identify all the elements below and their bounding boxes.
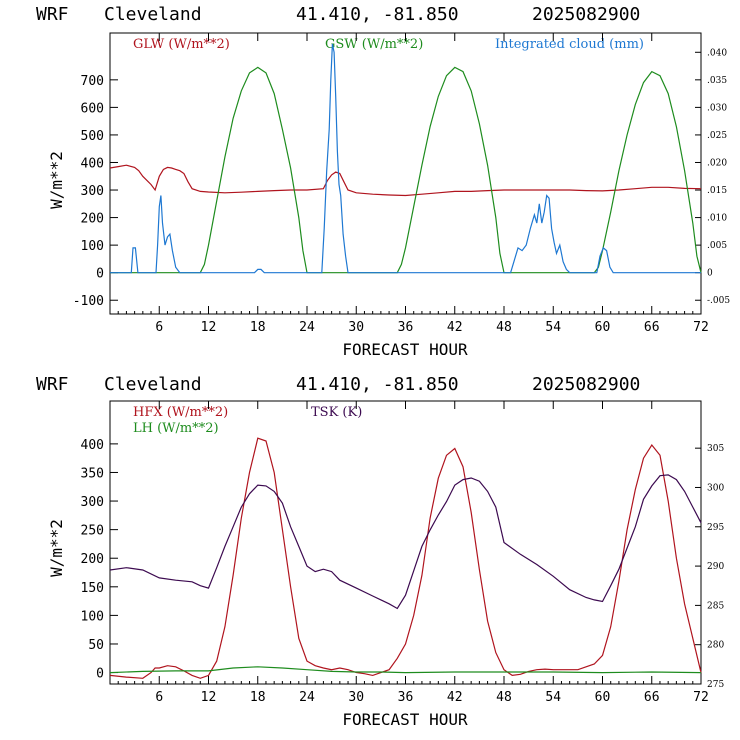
y-tick-label: 300 [81, 184, 104, 199]
x-tick-label: 60 [595, 690, 611, 705]
legend-glw: GLW (W/m**2) [133, 37, 230, 52]
y-tick-label: 200 [81, 212, 104, 227]
series-line-0 [109, 437, 702, 679]
y-tick-label: 150 [81, 581, 104, 596]
y2-tick-label: 275 [707, 680, 724, 690]
y2-tick-label: 290 [707, 562, 724, 572]
y-tick-label: 200 [81, 552, 104, 567]
series-line-1 [110, 66, 702, 274]
header-station: Cleveland [104, 374, 202, 395]
x-axis: 6 12 18 24 30 36 42 48 54 60 66 72 [117, 401, 709, 705]
legend-hfx: HFX (W/m**2) [133, 405, 228, 420]
x-tick-label: 48 [496, 690, 512, 705]
y-tick-label: 700 [81, 74, 104, 89]
y-axis-right: 275 280 285 290 295 300 305 [695, 444, 724, 690]
y-axis-right: -.005 0 .005 .010 .015 .020 .025 .030 .035 .040 [695, 48, 730, 306]
y-tick-label: 100 [81, 609, 104, 624]
x-tick-label: 54 [545, 320, 561, 335]
x-axis: 6 12 18 24 30 36 42 48 54 60 66 72 [117, 33, 709, 335]
y2-tick-label: .020 [707, 158, 727, 168]
y-axis-label: W/m**2 [47, 151, 66, 209]
y2-tick-label: .035 [707, 76, 727, 86]
x-tick-label: 42 [447, 690, 463, 705]
x-tick-label: 36 [398, 320, 414, 335]
x-tick-label: 66 [644, 320, 660, 335]
x-tick-label: 54 [545, 690, 561, 705]
y2-tick-label: 0 [707, 269, 713, 279]
x-tick-label: 30 [348, 690, 364, 705]
x-tick-label: 12 [201, 320, 217, 335]
radiation-cloud-chart: WRF Cleveland 41.410, -81.850 2025082900… [36, 4, 730, 359]
legend-lh: LH (W/m**2) [133, 421, 219, 436]
flux-skin-temperature-chart: WRF Cleveland 41.410, -81.850 2025082900… [36, 374, 724, 729]
series-line-1 [109, 666, 702, 674]
header-model: WRF [36, 4, 69, 25]
x-axis-label: FORECAST HOUR [342, 340, 468, 359]
series-group [109, 43, 702, 274]
x-tick-label: 24 [299, 690, 315, 705]
y2-tick-label: -.005 [707, 296, 730, 306]
x-tick-label: 66 [644, 690, 660, 705]
x-tick-label: 6 [155, 320, 163, 335]
x-tick-label: 30 [348, 320, 364, 335]
x-tick-label: 18 [250, 320, 266, 335]
y-axis-left: 0 50 100 150 200 250 300 350 400 [81, 438, 118, 682]
series-group [109, 437, 702, 679]
plot-frame [109, 400, 702, 685]
x-tick-label: 72 [693, 320, 709, 335]
y2-tick-label: .025 [707, 131, 727, 141]
y2-tick-label: .010 [707, 214, 727, 224]
legend-tsk: TSK (K) [311, 405, 362, 420]
y2-tick-label: 285 [707, 601, 724, 611]
y-tick-label: 0 [96, 667, 104, 682]
y-axis-label: W/m**2 [47, 519, 66, 577]
header-init: 2025082900 [532, 374, 640, 395]
series-line-2 [109, 474, 702, 610]
x-tick-label: 6 [155, 690, 163, 705]
y-tick-label: 100 [81, 239, 104, 254]
x-axis-label: FORECAST HOUR [342, 710, 468, 729]
y-tick-label: 300 [81, 495, 104, 510]
header-station: Cleveland [104, 4, 202, 25]
y2-tick-label: .040 [707, 48, 727, 58]
x-tick-label: 18 [250, 690, 266, 705]
y-tick-label: 600 [81, 101, 104, 116]
x-tick-label: 60 [595, 320, 611, 335]
header-coords: 41.410, -81.850 [296, 374, 459, 395]
y2-tick-label: 280 [707, 641, 724, 651]
y-tick-label: 400 [81, 438, 104, 453]
y2-tick-label: .005 [707, 241, 727, 251]
y2-tick-label: 305 [707, 444, 724, 454]
x-tick-label: 24 [299, 320, 315, 335]
y-axis-left: -100 0 100 200 300 400 500 600 700 [73, 74, 118, 309]
series-line-2 [110, 43, 701, 274]
x-tick-label: 42 [447, 320, 463, 335]
y-tick-label: 500 [81, 129, 104, 144]
header-model: WRF [36, 374, 69, 395]
y2-tick-label: .030 [707, 103, 727, 113]
y-tick-label: 50 [88, 638, 104, 653]
y2-tick-label: 295 [707, 523, 724, 533]
x-tick-label: 36 [398, 690, 414, 705]
series-line-0 [109, 164, 702, 197]
legend-gsw: GSW (W/m**2) [325, 37, 423, 52]
y-tick-label: 400 [81, 156, 104, 171]
y-tick-label: 250 [81, 524, 104, 539]
header-coords: 41.410, -81.850 [296, 4, 459, 25]
x-tick-label: 72 [693, 690, 709, 705]
y-tick-label: -100 [73, 294, 104, 309]
legend-cloud: Integrated cloud (mm) [495, 37, 644, 52]
y-tick-label: 350 [81, 466, 104, 481]
y2-tick-label: 300 [707, 483, 724, 493]
y2-tick-label: .015 [707, 186, 727, 196]
header-init: 2025082900 [532, 4, 640, 25]
x-tick-label: 12 [201, 690, 217, 705]
y-tick-label: 0 [96, 267, 104, 282]
x-tick-label: 48 [496, 320, 512, 335]
